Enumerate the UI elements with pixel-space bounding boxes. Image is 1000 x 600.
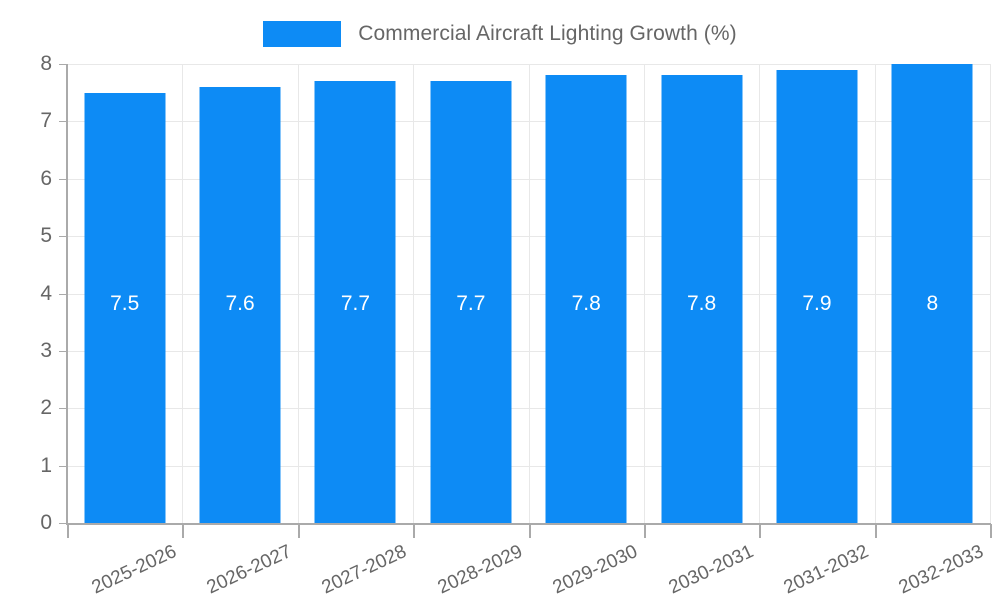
x-axis-tick-mark [875,524,877,538]
y-axis-tick-mark [59,465,67,467]
bar-group: 7.8 [644,64,759,523]
x-axis-tick-mark [413,524,415,538]
bar-value-label: 7.7 [340,292,371,315]
y-axis-tick-mark [59,350,67,352]
bar-group: 7.7 [413,64,528,523]
legend-item-commercial-aircraft-lighting-growth[interactable]: Commercial Aircraft Lighting Growth (%) [263,21,737,47]
x-axis-tick-mark [759,524,761,538]
y-axis-tick-label: 0 [40,511,52,534]
bar-series: 7.5 7.6 7.7 7.7 7.8 7.8 7.9 8 [67,64,990,523]
y-axis-tick-label: 6 [40,166,52,190]
chart-legend: Commercial Aircraft Lighting Growth (%) [0,14,1000,54]
x-axis-line [66,523,991,525]
y-axis-labels: 0 1 2 3 4 5 6 7 8 [0,52,52,534]
y-axis-tick-mark [59,64,67,65]
bar-group: 7.8 [529,64,644,523]
x-axis-tick-mark [67,524,69,538]
y-axis-tick-label: 5 [40,224,52,248]
bar-group: 8 [875,64,990,523]
x-axis-tick-label: 2026-2027 [203,541,295,599]
y-axis-tick-mark [59,178,67,180]
bar-value-label: 7.9 [802,292,832,315]
bar-group: 7.5 [67,64,182,523]
y-axis-line [66,64,68,524]
y-axis-tick-label: 1 [40,453,52,477]
y-axis-tick-mark [59,236,67,238]
x-axis-tick-label: 2031-2032 [780,541,872,599]
y-axis-tick-label: 4 [40,281,52,305]
bar-value-label: 7.5 [110,292,140,315]
y-axis-tick-label: 3 [40,338,52,362]
bar-group: 7.9 [759,64,874,523]
bar-group: 7.6 [182,64,297,523]
y-axis-tick-label: 8 [40,52,52,75]
bar[interactable] [84,92,166,523]
gridline-vertical [990,64,991,523]
y-axis-tick-mark [59,121,67,123]
x-axis-tick-mark [990,524,992,538]
bar-value-label: 7.6 [225,292,255,315]
legend-item-label: Commercial Aircraft Lighting Growth (%) [358,22,737,45]
legend-color-swatch-icon[interactable] [263,21,342,47]
bar-value-label: 8 [926,292,939,315]
y-axis-tick-mark [59,523,67,524]
x-axis-tick-label: 2025-2026 [88,541,180,599]
x-axis-tick-label: 2032-2033 [895,541,988,599]
bar-value-label: 7.8 [571,292,601,315]
bar[interactable] [776,69,858,523]
bar[interactable] [314,81,396,523]
x-axis-tick-label: 2028-2029 [434,541,526,599]
bar-value-label: 7.7 [456,292,486,315]
x-axis-tick-label: 2030-2031 [665,541,757,599]
bar-value-label: 7.8 [686,292,717,315]
x-axis-tick-mark [529,524,531,538]
x-axis-labels: 2025-2026 2026-2027 2027-2028 2028-2029 2029… [67,523,990,600]
x-axis-tick-label: 2027-2028 [319,541,411,599]
x-axis-tick-mark [182,524,184,538]
y-axis-tick-mark [59,408,67,410]
bar[interactable] [661,75,743,523]
x-axis-tick-label: 2029-2030 [549,541,642,599]
bar-group: 7.7 [298,64,413,523]
bar[interactable] [891,64,973,523]
x-axis-tick-mark [298,524,300,538]
bar[interactable] [199,86,281,523]
y-axis-tick-label: 2 [40,396,52,420]
y-axis-tick-label: 7 [40,109,52,133]
y-axis-tick-mark [59,293,67,295]
x-axis-tick-mark [644,524,646,538]
bar[interactable] [545,75,627,523]
bar[interactable] [430,81,512,523]
